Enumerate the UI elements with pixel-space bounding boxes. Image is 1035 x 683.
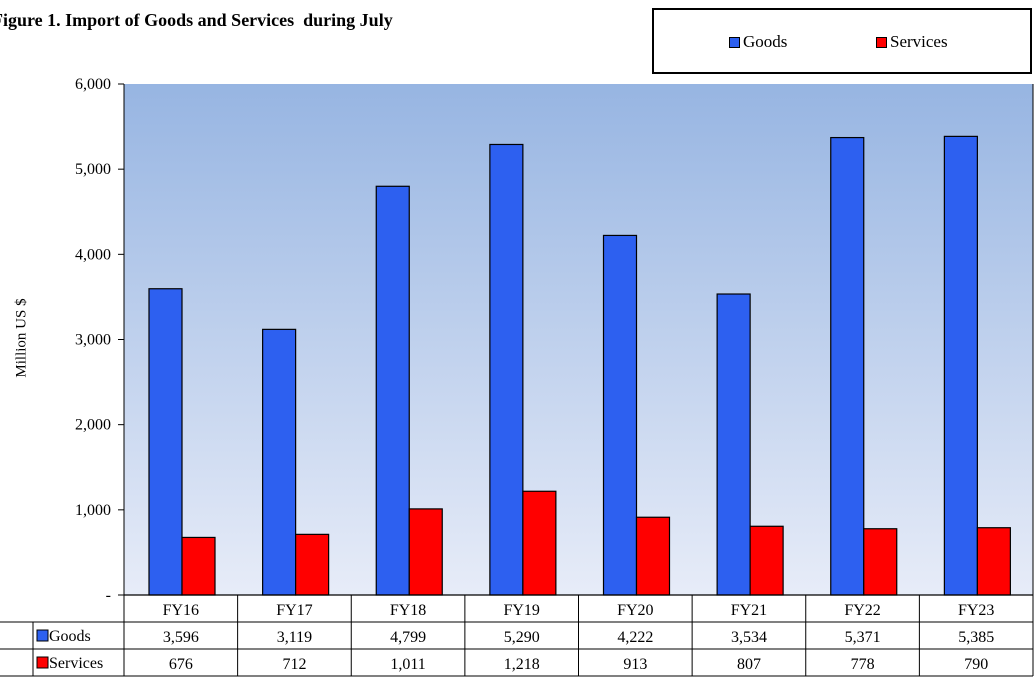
y-tick-label: 3,000 <box>75 332 111 349</box>
bar-goods <box>489 143 524 596</box>
table-row-label: Services <box>49 655 103 672</box>
bar-services <box>976 527 1011 596</box>
bar-goods <box>262 328 297 596</box>
bar-goods <box>716 293 751 596</box>
bar-services <box>749 525 784 596</box>
bar-goods <box>602 234 638 596</box>
bar-services <box>522 490 557 596</box>
y-tick-label: 1,000 <box>75 502 111 519</box>
data-label: 5,385 <box>958 629 994 646</box>
bar-goods <box>943 135 978 596</box>
data-label: 1,218 <box>504 656 540 673</box>
data-label: 3,119 <box>277 629 312 646</box>
y-tick-label: 2,000 <box>75 417 111 434</box>
data-label: 3,534 <box>731 629 767 646</box>
bar-services <box>181 536 216 596</box>
data-label: 1,011 <box>390 656 425 673</box>
y-tick-label: - <box>106 587 111 604</box>
bar-services <box>863 528 898 596</box>
legend-label-goods: Goods <box>743 32 788 51</box>
x-tick-label: FY21 <box>731 602 767 619</box>
data-label: 3,596 <box>163 629 199 646</box>
bar-services <box>295 533 330 596</box>
bar-services <box>635 516 671 596</box>
y-tick-label: 5,000 <box>75 161 111 178</box>
x-tick-label: FY16 <box>163 602 199 619</box>
legend-label-services: Services <box>890 32 948 51</box>
bar-goods <box>830 136 865 596</box>
legend-item-services: Services <box>876 32 948 52</box>
data-label: 5,290 <box>504 629 540 646</box>
bar-goods <box>148 288 183 596</box>
x-tick-label: FY23 <box>958 602 994 619</box>
legend: Goods Services <box>652 8 1032 74</box>
data-label: 712 <box>282 656 306 673</box>
x-tick-label: FY17 <box>276 602 312 619</box>
data-label: 807 <box>737 656 761 673</box>
table-row-label: Goods <box>49 628 91 645</box>
x-tick-label: FY20 <box>617 602 653 619</box>
data-label: 913 <box>623 656 647 673</box>
x-tick-label: FY19 <box>503 602 539 619</box>
data-label: 4,799 <box>390 629 426 646</box>
table-legend-key-services <box>36 656 49 669</box>
plot-area <box>124 84 1033 595</box>
data-label: 4,222 <box>617 629 653 646</box>
data-label: 790 <box>964 656 988 673</box>
table-legend-key-goods <box>36 629 49 642</box>
x-tick-label: FY22 <box>844 602 880 619</box>
legend-swatch-goods <box>729 36 740 48</box>
x-tick-label: FY18 <box>390 602 426 619</box>
bar-services <box>408 508 443 596</box>
legend-swatch-services <box>876 36 887 48</box>
y-tick-label: 4,000 <box>75 246 111 263</box>
y-tick-label: 6,000 <box>75 76 111 93</box>
data-label: 778 <box>851 656 875 673</box>
chart-title: Figure 1. Import of Goods and Services d… <box>0 10 393 30</box>
data-label: 5,371 <box>845 629 881 646</box>
legend-item-goods: Goods <box>729 32 787 52</box>
data-label: 676 <box>169 656 193 673</box>
bar-goods <box>375 185 410 596</box>
